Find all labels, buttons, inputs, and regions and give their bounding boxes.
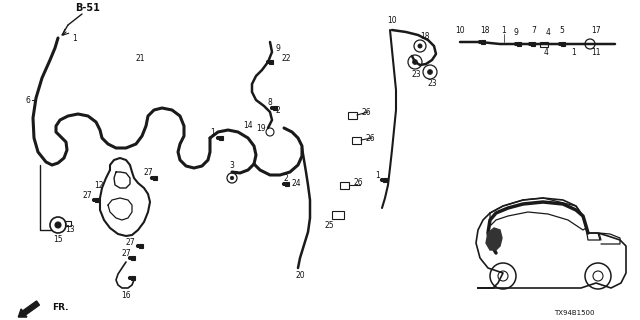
Circle shape bbox=[515, 43, 518, 45]
Text: 27: 27 bbox=[143, 167, 153, 177]
Circle shape bbox=[129, 276, 131, 279]
Circle shape bbox=[55, 222, 61, 228]
Bar bbox=[273, 106, 277, 110]
Text: 10: 10 bbox=[387, 15, 397, 25]
Circle shape bbox=[216, 137, 220, 140]
Circle shape bbox=[418, 44, 422, 48]
Text: 12: 12 bbox=[95, 180, 104, 189]
Text: 10: 10 bbox=[455, 26, 465, 35]
Text: 1: 1 bbox=[502, 26, 506, 35]
Bar bbox=[531, 42, 535, 46]
Circle shape bbox=[381, 179, 383, 181]
Text: 14: 14 bbox=[243, 121, 253, 130]
Bar bbox=[131, 276, 135, 280]
Text: 5: 5 bbox=[559, 26, 564, 35]
Text: 8: 8 bbox=[268, 98, 272, 107]
Text: 1: 1 bbox=[375, 171, 380, 180]
Text: 26: 26 bbox=[361, 108, 371, 116]
Text: 11: 11 bbox=[591, 47, 601, 57]
Text: 23: 23 bbox=[411, 69, 421, 78]
Circle shape bbox=[413, 60, 417, 64]
Bar bbox=[285, 182, 289, 186]
Text: 1: 1 bbox=[572, 47, 577, 57]
Text: 6: 6 bbox=[25, 95, 30, 105]
Text: 7: 7 bbox=[532, 26, 536, 35]
Text: 2: 2 bbox=[276, 106, 280, 115]
Bar bbox=[65, 220, 71, 226]
Circle shape bbox=[282, 182, 285, 186]
Text: 2: 2 bbox=[284, 173, 289, 182]
Text: 21: 21 bbox=[135, 53, 145, 62]
Text: 18: 18 bbox=[420, 31, 429, 41]
Bar bbox=[131, 256, 135, 260]
Text: 17: 17 bbox=[591, 26, 601, 35]
Text: TX94B1500: TX94B1500 bbox=[554, 310, 595, 316]
Bar bbox=[383, 178, 387, 182]
Text: B-51: B-51 bbox=[75, 3, 100, 13]
FancyArrow shape bbox=[19, 301, 40, 317]
Text: 9: 9 bbox=[276, 44, 280, 52]
Text: 20: 20 bbox=[295, 270, 305, 279]
Text: 4: 4 bbox=[545, 28, 550, 36]
Circle shape bbox=[230, 176, 234, 180]
Text: 26: 26 bbox=[365, 133, 375, 142]
Text: 1: 1 bbox=[211, 127, 215, 137]
Bar bbox=[481, 40, 485, 44]
Text: 25: 25 bbox=[324, 220, 334, 229]
Circle shape bbox=[271, 107, 273, 109]
Bar bbox=[332, 211, 344, 219]
Polygon shape bbox=[486, 228, 502, 250]
Circle shape bbox=[129, 257, 131, 260]
Bar bbox=[561, 42, 565, 46]
Text: 18: 18 bbox=[480, 26, 490, 35]
Text: 15: 15 bbox=[53, 235, 63, 244]
Text: FR.: FR. bbox=[52, 302, 68, 311]
Bar bbox=[339, 181, 349, 188]
Text: 19: 19 bbox=[257, 124, 266, 132]
Text: 27: 27 bbox=[125, 237, 135, 246]
Bar bbox=[540, 42, 548, 46]
Text: 23: 23 bbox=[427, 78, 437, 87]
Text: 4: 4 bbox=[543, 47, 548, 57]
Text: 24: 24 bbox=[291, 179, 301, 188]
Circle shape bbox=[559, 43, 561, 45]
Text: 3: 3 bbox=[230, 161, 234, 170]
Bar bbox=[269, 60, 273, 64]
Circle shape bbox=[529, 43, 531, 45]
Text: 26: 26 bbox=[353, 178, 363, 187]
Bar bbox=[348, 111, 356, 118]
Circle shape bbox=[428, 69, 433, 75]
Circle shape bbox=[136, 244, 140, 247]
Bar bbox=[219, 136, 223, 140]
Bar bbox=[351, 137, 360, 143]
Text: 27: 27 bbox=[83, 190, 92, 199]
Text: 13: 13 bbox=[65, 225, 75, 234]
Text: 1: 1 bbox=[72, 34, 77, 43]
Text: 22: 22 bbox=[281, 53, 291, 62]
Circle shape bbox=[479, 41, 481, 44]
Text: 16: 16 bbox=[121, 291, 131, 300]
Circle shape bbox=[150, 177, 154, 180]
Bar bbox=[517, 42, 521, 46]
Bar bbox=[95, 198, 99, 202]
Circle shape bbox=[93, 198, 95, 202]
Text: 9: 9 bbox=[513, 28, 518, 36]
Text: 27: 27 bbox=[121, 250, 131, 259]
Circle shape bbox=[266, 60, 269, 63]
Bar bbox=[153, 176, 157, 180]
Bar bbox=[139, 244, 143, 248]
